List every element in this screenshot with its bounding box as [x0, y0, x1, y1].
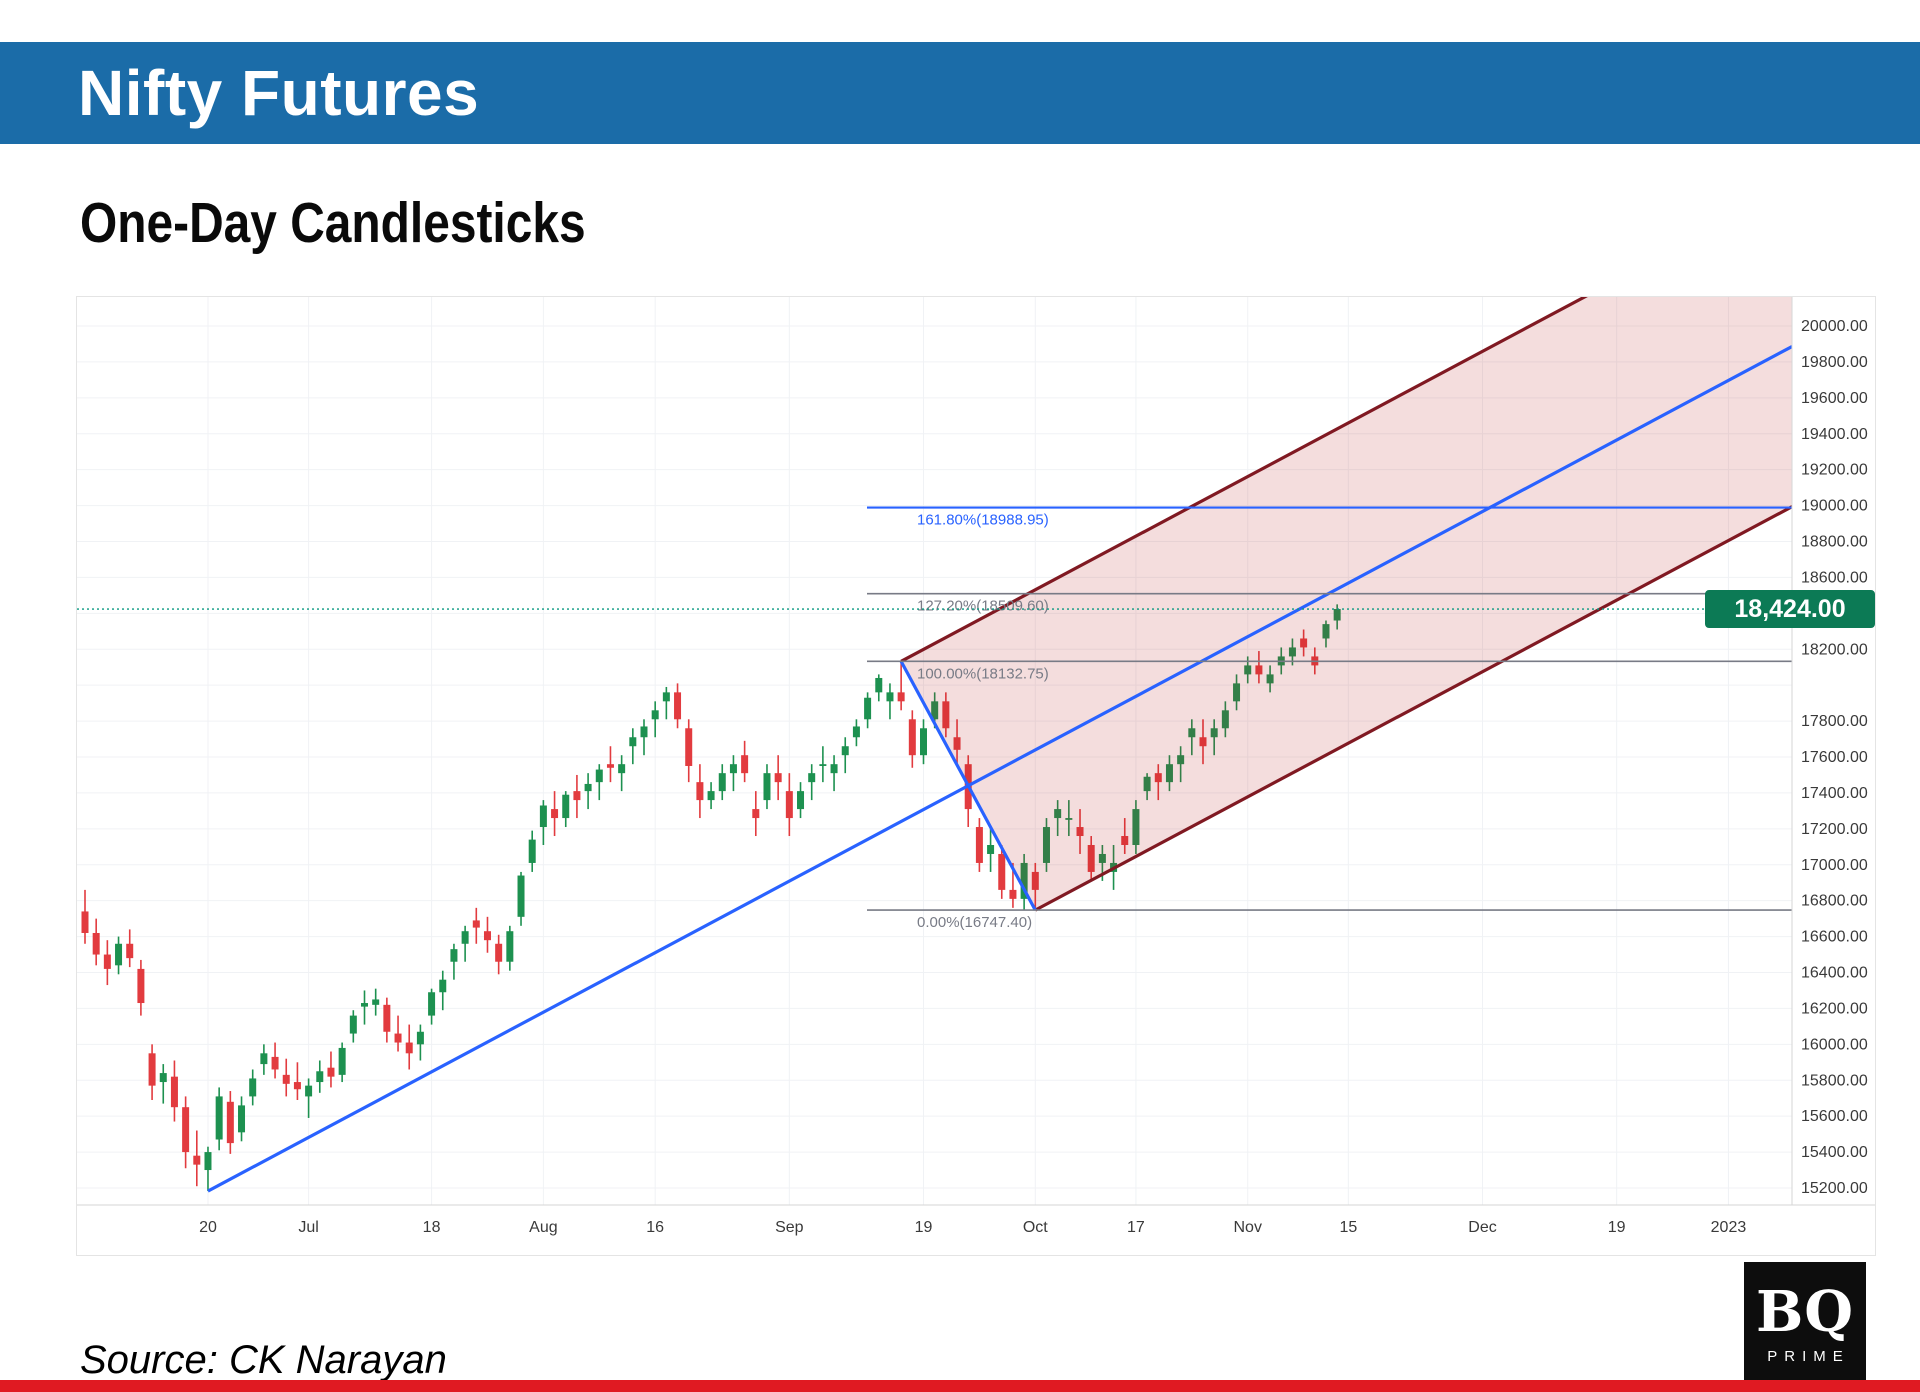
svg-text:17000.00: 17000.00	[1801, 857, 1868, 874]
chart-canvas[interactable]: 161.80%(18988.95) 127.20%(18509.60) 100.00…	[77, 297, 1875, 1255]
svg-text:2023: 2023	[1711, 1219, 1747, 1236]
svg-text:15200.00: 15200.00	[1801, 1180, 1868, 1197]
svg-text:Dec: Dec	[1468, 1219, 1496, 1236]
chart-panel: 161.80%(18988.95) 127.20%(18509.60) 100.00…	[76, 296, 1876, 1256]
svg-text:17400.00: 17400.00	[1801, 785, 1868, 802]
svg-text:16400.00: 16400.00	[1801, 965, 1868, 982]
svg-text:16000.00: 16000.00	[1801, 1036, 1868, 1053]
svg-text:18200.00: 18200.00	[1801, 641, 1868, 658]
svg-text:16: 16	[646, 1219, 664, 1236]
svg-text:15600.00: 15600.00	[1801, 1108, 1868, 1125]
svg-text:16200.00: 16200.00	[1801, 1000, 1868, 1017]
svg-text:15400.00: 15400.00	[1801, 1144, 1868, 1161]
pitchfork-channel[interactable]	[207, 297, 1875, 1193]
svg-text:19200.00: 19200.00	[1801, 462, 1868, 479]
last-price-badge: 18,424.00	[1705, 590, 1875, 629]
price-axis[interactable]: 20000.00 19800.00 19600.00 19400.00 19200.00…	[1791, 297, 1868, 1205]
svg-text:17: 17	[1127, 1219, 1145, 1236]
svg-text:17600.00: 17600.00	[1801, 749, 1868, 766]
top-white-strip	[0, 0, 1920, 42]
footer-red-bar	[0, 1380, 1920, 1392]
source-note: Source: CK Narayan	[80, 1338, 447, 1382]
svg-text:18,424.00: 18,424.00	[1734, 595, 1845, 623]
svg-text:Oct: Oct	[1023, 1219, 1048, 1236]
svg-text:18: 18	[423, 1219, 441, 1236]
svg-text:20000.00: 20000.00	[1801, 318, 1868, 335]
header-banner: Nifty Futures	[0, 42, 1920, 144]
svg-text:17800.00: 17800.00	[1801, 713, 1868, 730]
chart-subtitle: One-Day Candlesticks	[80, 191, 586, 255]
svg-text:20: 20	[199, 1219, 217, 1236]
svg-text:Sep: Sep	[775, 1219, 804, 1236]
logo-bq-text: BQ	[1755, 1278, 1855, 1345]
svg-text:15: 15	[1339, 1219, 1357, 1236]
svg-text:19: 19	[915, 1219, 933, 1236]
svg-text:Aug: Aug	[529, 1219, 557, 1236]
svg-text:19400.00: 19400.00	[1801, 426, 1868, 443]
svg-text:127.20%(18509.60): 127.20%(18509.60)	[917, 598, 1049, 615]
svg-text:100.00%(18132.75): 100.00%(18132.75)	[917, 665, 1049, 682]
svg-text:Jul: Jul	[298, 1219, 318, 1236]
svg-text:17200.00: 17200.00	[1801, 821, 1868, 838]
svg-text:19: 19	[1608, 1219, 1626, 1236]
svg-text:16600.00: 16600.00	[1801, 929, 1868, 946]
logo-prime-text: PRIME	[1767, 1347, 1850, 1365]
svg-text:18800.00: 18800.00	[1801, 534, 1868, 551]
svg-text:16800.00: 16800.00	[1801, 893, 1868, 910]
svg-text:19000.00: 19000.00	[1801, 498, 1868, 515]
svg-text:0.00%(16747.40): 0.00%(16747.40)	[917, 914, 1032, 931]
svg-text:Nov: Nov	[1233, 1219, 1261, 1236]
fib-levels[interactable]: 161.80%(18988.95) 127.20%(18509.60) 100.00…	[867, 506, 1792, 932]
svg-text:15800.00: 15800.00	[1801, 1072, 1868, 1089]
svg-text:161.80%(18988.95): 161.80%(18988.95)	[917, 512, 1049, 529]
page-title: Nifty Futures	[78, 57, 480, 129]
time-axis[interactable]: 20 Jul 18 Aug 16 Sep 19 Oct 17 Nov 15 Dec 19 2023	[77, 1204, 1875, 1236]
svg-text:19800.00: 19800.00	[1801, 354, 1868, 371]
svg-text:18600.00: 18600.00	[1801, 569, 1868, 586]
bq-prime-logo: BQ PRIME	[1744, 1262, 1866, 1384]
svg-text:19600.00: 19600.00	[1801, 390, 1868, 407]
